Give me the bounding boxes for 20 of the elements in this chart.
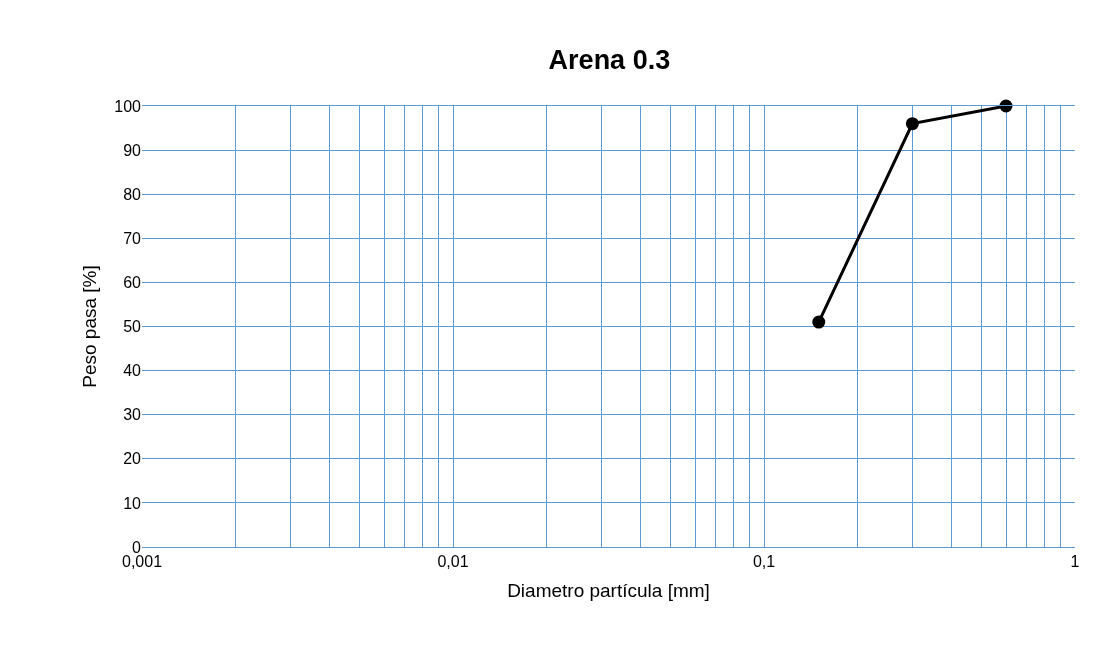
y-tick-label: 20: [123, 450, 142, 468]
x-tick-label: 0,01: [437, 553, 469, 571]
y-tick-label: 100: [114, 97, 142, 115]
x-tick-label: 1: [1070, 553, 1080, 571]
y-tick-label: 0: [132, 538, 142, 556]
y-tick-label: 50: [123, 318, 142, 336]
x-axis-title: Diametro partícula [mm]: [507, 580, 710, 601]
y-axis-title: Peso pasa [%]: [79, 265, 101, 388]
y-tick-label: 30: [123, 406, 142, 424]
point: [905, 117, 919, 131]
x-tick-label: 0,001: [121, 553, 163, 571]
point: [812, 315, 826, 329]
y-tick-label: 40: [123, 362, 142, 380]
y-tick-label: 60: [123, 274, 142, 291]
y-tick-label: 70: [123, 229, 142, 247]
y-tick-label: 10: [123, 494, 142, 512]
x-tick-label: 0,1: [752, 553, 776, 571]
chart-title: Arena 0.3: [548, 44, 671, 75]
y-tick-label: 80: [123, 185, 142, 203]
y-tick-label: 90: [123, 141, 142, 159]
